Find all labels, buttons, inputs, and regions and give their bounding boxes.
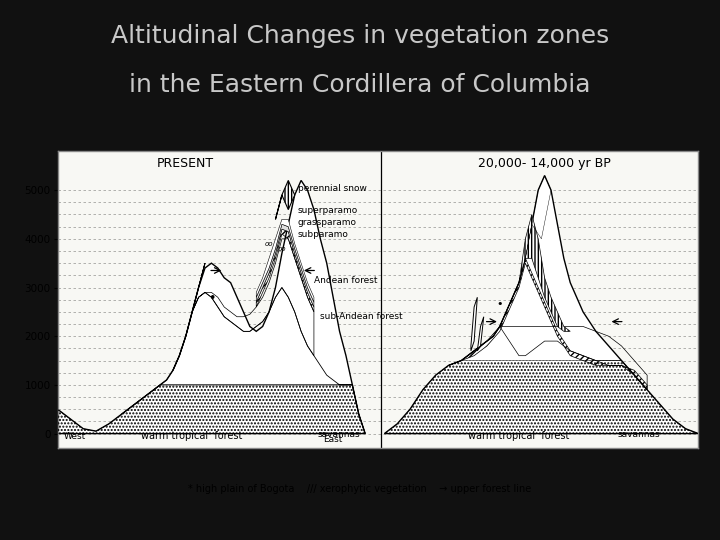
Text: subparamo: subparamo (298, 231, 348, 239)
Text: warm tropical  forest: warm tropical forest (468, 431, 569, 441)
Text: •: • (207, 292, 215, 305)
Polygon shape (477, 317, 484, 351)
Text: superparamo: superparamo (298, 206, 358, 215)
Text: PRESENT: PRESENT (157, 157, 215, 170)
Text: 20,000- 14,000 yr BP: 20,000- 14,000 yr BP (478, 157, 611, 170)
Polygon shape (192, 263, 205, 312)
Text: East: East (323, 435, 343, 444)
Text: savannas: savannas (617, 430, 660, 439)
Text: grassparamo: grassparamo (298, 218, 357, 227)
Polygon shape (256, 224, 314, 307)
Text: Altitudinal Changes in vegetation zones: Altitudinal Changes in vegetation zones (111, 24, 609, 48)
Text: in the Eastern Cordillera of Columbia: in the Eastern Cordillera of Columbia (130, 73, 590, 97)
Polygon shape (471, 297, 477, 351)
Text: sub-Andean forest: sub-Andean forest (320, 312, 403, 321)
Polygon shape (173, 263, 205, 370)
Polygon shape (276, 180, 294, 219)
Polygon shape (256, 219, 314, 302)
Text: savannas: savannas (317, 430, 360, 439)
Text: oo: oo (265, 241, 274, 247)
Text: West: West (64, 433, 86, 441)
Polygon shape (58, 180, 365, 434)
Text: warm tropical  forest: warm tropical forest (141, 431, 242, 441)
Text: •: • (497, 299, 503, 309)
Polygon shape (500, 214, 570, 332)
Text: * high plain of Bogota    /// xerophytic vegetation    → upper forest line: * high plain of Bogota /// xerophytic ve… (189, 484, 531, 494)
Text: Andean forest: Andean forest (314, 275, 377, 285)
Text: oo: oo (278, 246, 286, 252)
Polygon shape (384, 176, 698, 434)
Text: perennial snow: perennial snow (298, 184, 366, 193)
